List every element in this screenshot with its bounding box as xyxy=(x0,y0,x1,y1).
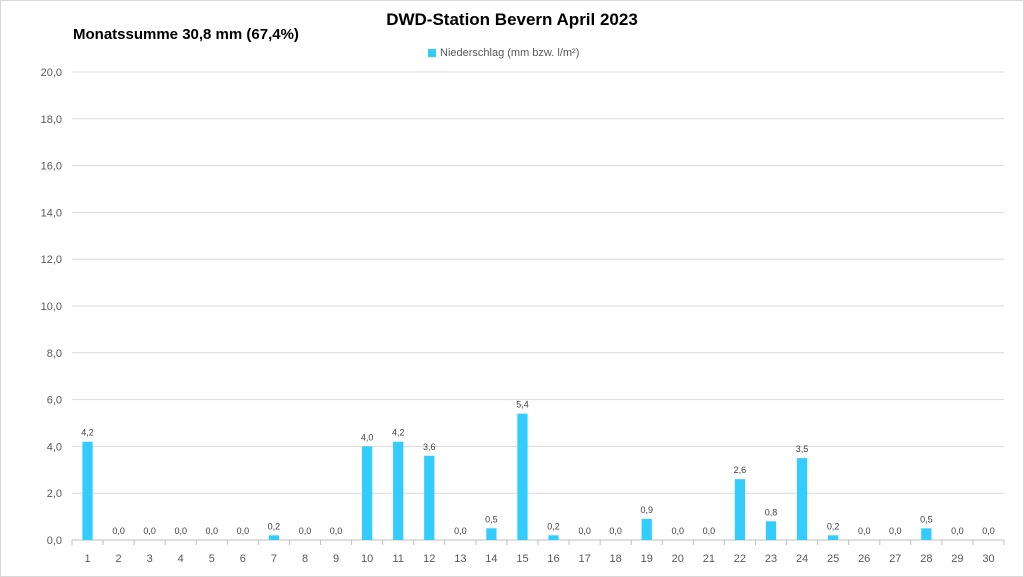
data-label-day-18: 0,0 xyxy=(609,526,622,536)
data-label-day-23: 0,8 xyxy=(765,507,778,517)
data-label-day-17: 0,0 xyxy=(578,526,591,536)
data-label-day-3: 0,0 xyxy=(143,526,156,536)
x-tick-label: 23 xyxy=(765,553,777,565)
y-tick-label: 2,0 xyxy=(47,488,62,500)
x-tick-label: 24 xyxy=(796,553,808,565)
data-label-day-24: 3,5 xyxy=(796,444,809,454)
x-tick-label: 25 xyxy=(827,553,839,565)
x-tick-label: 20 xyxy=(672,553,684,565)
y-tick-label: 20,0 xyxy=(41,67,62,79)
data-label-day-21: 0,0 xyxy=(703,526,716,536)
x-tick-label: 30 xyxy=(982,553,994,565)
y-tick-label: 18,0 xyxy=(41,114,62,126)
data-label-day-28: 0,5 xyxy=(920,514,933,524)
x-tick-label: 12 xyxy=(423,553,435,565)
y-tick-label: 0,0 xyxy=(47,535,62,547)
x-tick-label: 27 xyxy=(889,553,901,565)
data-label-day-4: 0,0 xyxy=(174,526,187,536)
bar-day-7 xyxy=(268,535,280,540)
y-tick-label: 14,0 xyxy=(41,207,62,219)
data-label-day-2: 0,0 xyxy=(112,526,125,536)
legend: Niederschlag (mm bzw. l/m²) xyxy=(428,47,579,59)
data-label-day-22: 2,6 xyxy=(734,465,747,475)
y-tick-label: 6,0 xyxy=(47,395,62,407)
bar-day-11 xyxy=(393,441,404,540)
data-label-day-6: 0,0 xyxy=(237,526,250,536)
x-tick-label: 2 xyxy=(116,553,122,565)
monthly-sum-label: Monatssumme 30,8 mm (67,4%) xyxy=(73,26,299,43)
data-label-day-10: 4,0 xyxy=(361,432,374,442)
x-tick-label: 29 xyxy=(951,553,963,565)
y-tick-label: 10,0 xyxy=(41,301,62,313)
y-tick-label: 4,0 xyxy=(47,441,62,453)
chart-title: DWD-Station Bevern April 2023 xyxy=(386,10,638,29)
bar-day-10 xyxy=(362,446,373,540)
x-tick-label: 17 xyxy=(578,553,590,565)
x-tick-label: 14 xyxy=(485,553,497,565)
data-label-day-7: 0,2 xyxy=(268,521,281,531)
data-label-day-29: 0,0 xyxy=(951,526,964,536)
x-tick-label: 11 xyxy=(392,553,403,565)
y-tick-label: 8,0 xyxy=(47,348,62,360)
x-tick-label: 16 xyxy=(547,553,559,565)
data-label-day-25: 0,2 xyxy=(827,521,840,531)
x-tick-label: 13 xyxy=(454,553,466,565)
bar-day-14 xyxy=(486,528,497,540)
data-label-day-1: 4,2 xyxy=(81,428,94,438)
legend-swatch xyxy=(428,49,436,57)
data-label-day-20: 0,0 xyxy=(672,526,685,536)
x-tick-label: 9 xyxy=(333,553,339,565)
data-label-day-11: 4,2 xyxy=(392,428,405,438)
bar-day-25 xyxy=(828,535,839,540)
x-tick-label: 19 xyxy=(641,553,653,565)
y-tick-label: 16,0 xyxy=(41,161,62,173)
data-label-day-13: 0,0 xyxy=(454,526,467,536)
bar-day-23 xyxy=(765,521,777,540)
bar-day-19 xyxy=(641,518,652,540)
x-tick-label: 18 xyxy=(610,553,622,565)
x-tick-label: 6 xyxy=(240,553,246,565)
x-tick-label: 1 xyxy=(84,553,90,565)
bar-day-16 xyxy=(548,535,559,540)
bar-day-24 xyxy=(796,458,808,540)
x-tick-label: 28 xyxy=(920,553,932,565)
x-tick-label: 15 xyxy=(516,553,528,565)
bar-day-12 xyxy=(424,455,435,540)
x-tick-label: 4 xyxy=(178,553,184,565)
y-tick-label: 12,0 xyxy=(41,254,62,266)
data-label-day-26: 0,0 xyxy=(858,526,871,536)
data-label-day-8: 0,0 xyxy=(299,526,312,536)
bar-day-1 xyxy=(82,441,93,540)
data-label-day-30: 0,0 xyxy=(982,526,995,536)
x-tick-label: 22 xyxy=(734,553,746,565)
data-label-day-14: 0,5 xyxy=(485,514,498,524)
bar-day-22 xyxy=(734,479,746,540)
data-label-day-27: 0,0 xyxy=(889,526,902,536)
x-tick-label: 3 xyxy=(147,553,153,565)
x-tick-label: 7 xyxy=(271,553,277,565)
legend-label: Niederschlag (mm bzw. l/m²) xyxy=(440,47,580,59)
x-tick-label: 26 xyxy=(858,553,870,565)
bar-day-28 xyxy=(921,528,932,540)
data-label-day-19: 0,9 xyxy=(640,505,653,515)
data-label-day-16: 0,2 xyxy=(547,521,560,531)
bar-day-15 xyxy=(517,413,528,540)
data-label-day-9: 0,0 xyxy=(330,526,343,536)
data-label-day-5: 0,0 xyxy=(206,526,219,536)
data-label-day-12: 3,6 xyxy=(423,442,436,452)
x-tick-label: 5 xyxy=(209,553,215,565)
x-tick-label: 10 xyxy=(361,553,373,565)
x-tick-label: 8 xyxy=(302,553,308,565)
data-label-day-15: 5,4 xyxy=(516,400,529,410)
x-tick-label: 21 xyxy=(703,553,715,565)
